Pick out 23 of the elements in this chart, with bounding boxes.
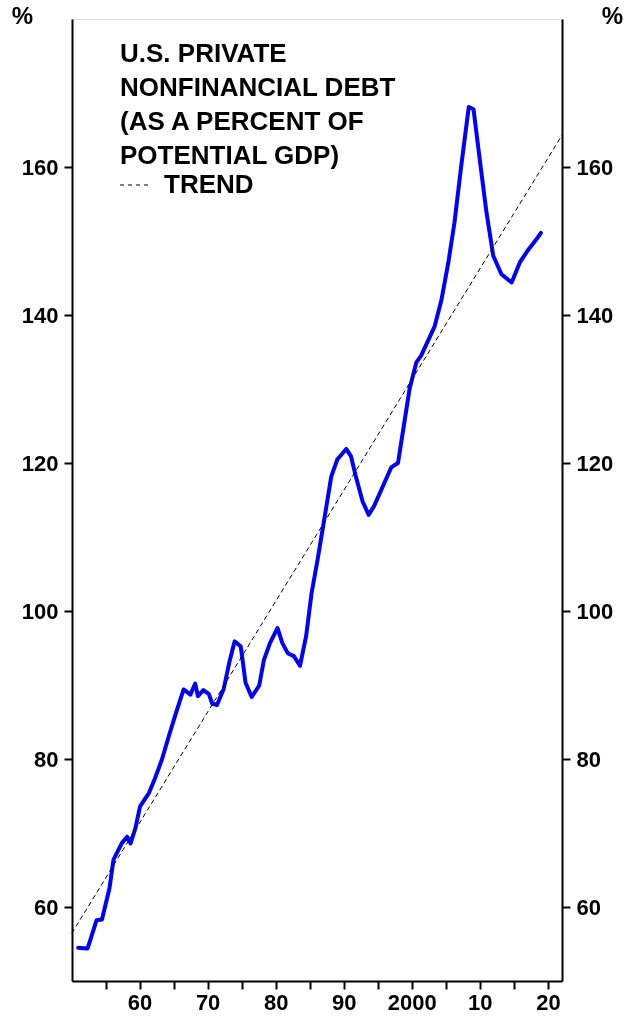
- y-tick-label: 100: [21, 598, 59, 624]
- x-tick-label: 60: [127, 990, 153, 1015]
- y-tick-label: 140: [21, 302, 59, 328]
- y2-tick-label: 120: [576, 450, 614, 476]
- y2-axis-title: %: [601, 1, 624, 29]
- y-axis-title: %: [11, 1, 34, 29]
- text: U.S. PRIVATE NONFINANCIAL DEBT (AS A PERCENT OF POTENTIAL GDP): [120, 38, 396, 170]
- x-tick-label: 80: [263, 990, 289, 1015]
- y-tick-label: 60: [34, 894, 59, 920]
- y2-tick-label: 100: [576, 598, 614, 624]
- y-tick-label: 120: [21, 450, 59, 476]
- x-tick-label: 90: [331, 990, 357, 1015]
- x-tick-label: 70: [195, 990, 221, 1015]
- y-tick-label: 160: [21, 154, 59, 180]
- y2-tick-label: 60: [576, 894, 601, 920]
- y-tick-label: 80: [34, 746, 59, 772]
- y2-tick-label: 80: [576, 746, 601, 772]
- x-tick-label: 20: [536, 990, 561, 1015]
- y2-tick-label: 160: [576, 154, 614, 180]
- x-tick-label: 2000: [387, 990, 437, 1015]
- x-tick-label: 10: [468, 990, 493, 1015]
- y2-tick-label: 140: [576, 302, 614, 328]
- legend-label: TREND: [164, 169, 254, 199]
